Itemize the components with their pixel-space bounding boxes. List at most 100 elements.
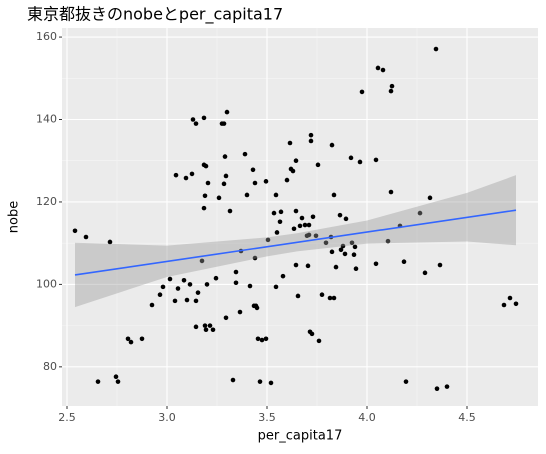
point <box>343 216 349 222</box>
point <box>72 228 78 234</box>
point <box>293 208 299 214</box>
point <box>389 83 395 89</box>
point <box>216 195 222 201</box>
x-tick-label: 3.0 <box>158 411 176 424</box>
point <box>349 240 355 246</box>
x-tick-label: 4.5 <box>458 411 476 424</box>
y-tick-label: 80 <box>43 360 57 373</box>
point <box>202 193 208 199</box>
point <box>230 377 236 383</box>
point <box>299 215 305 221</box>
point <box>203 327 209 333</box>
chart-title: 東京都抜きのnobeとper_capita17 <box>27 5 283 25</box>
point <box>271 210 277 216</box>
point <box>173 172 179 178</box>
point <box>224 109 230 115</box>
point <box>95 379 101 384</box>
point <box>329 249 335 255</box>
point <box>293 262 299 268</box>
point <box>149 302 155 308</box>
point <box>201 115 207 121</box>
point <box>331 192 337 198</box>
point <box>308 138 314 144</box>
point <box>427 195 433 201</box>
point <box>199 258 205 264</box>
y-axis-label: nobe <box>7 201 22 233</box>
point <box>223 315 229 321</box>
point <box>284 177 290 183</box>
point <box>250 167 256 173</box>
point <box>373 157 379 163</box>
point <box>417 210 423 216</box>
point <box>265 237 271 243</box>
point <box>247 283 253 289</box>
point <box>115 379 121 384</box>
point <box>233 269 239 275</box>
x-axis-label: per_capita17 <box>258 429 343 444</box>
point <box>507 295 513 301</box>
point <box>388 189 394 195</box>
point <box>310 214 316 220</box>
point <box>204 282 210 287</box>
point <box>290 168 296 174</box>
point <box>287 140 293 146</box>
point <box>302 222 308 228</box>
point <box>242 151 248 157</box>
point <box>313 233 319 239</box>
point <box>337 212 343 218</box>
point <box>175 286 181 291</box>
point <box>263 179 269 184</box>
point <box>125 336 131 342</box>
point <box>187 282 193 287</box>
point <box>221 121 227 126</box>
y-tick-label: 100 <box>36 277 57 290</box>
point <box>338 247 344 253</box>
point <box>201 205 207 211</box>
point <box>213 275 219 281</box>
point <box>388 88 394 94</box>
point <box>291 226 297 232</box>
point <box>181 277 187 283</box>
point <box>189 171 195 177</box>
point <box>273 192 279 198</box>
point <box>306 232 312 238</box>
point <box>348 155 354 161</box>
x-tick-label: 4.0 <box>358 411 376 424</box>
point <box>190 117 196 122</box>
point <box>501 302 507 308</box>
point <box>385 238 391 244</box>
point <box>329 142 335 148</box>
point <box>357 159 363 165</box>
point <box>237 309 243 315</box>
point <box>331 295 337 301</box>
point <box>380 67 386 73</box>
point <box>223 173 229 179</box>
point <box>183 175 189 181</box>
point <box>340 243 346 249</box>
point <box>273 284 279 290</box>
point <box>252 255 258 261</box>
point <box>167 276 173 282</box>
point <box>434 386 440 391</box>
fit-line <box>74 209 517 276</box>
point <box>221 181 227 187</box>
point <box>202 323 208 328</box>
point <box>195 290 201 295</box>
point <box>184 297 190 303</box>
point <box>203 163 209 169</box>
point <box>433 46 439 52</box>
point <box>255 336 261 342</box>
point <box>193 324 199 330</box>
point <box>308 132 314 138</box>
point <box>222 154 228 159</box>
confidence-band <box>75 175 516 308</box>
point <box>259 337 265 343</box>
point <box>306 222 312 228</box>
point <box>315 162 321 168</box>
point <box>257 379 263 384</box>
point <box>437 262 443 268</box>
point <box>513 301 519 307</box>
point <box>205 180 211 186</box>
point <box>375 65 381 71</box>
